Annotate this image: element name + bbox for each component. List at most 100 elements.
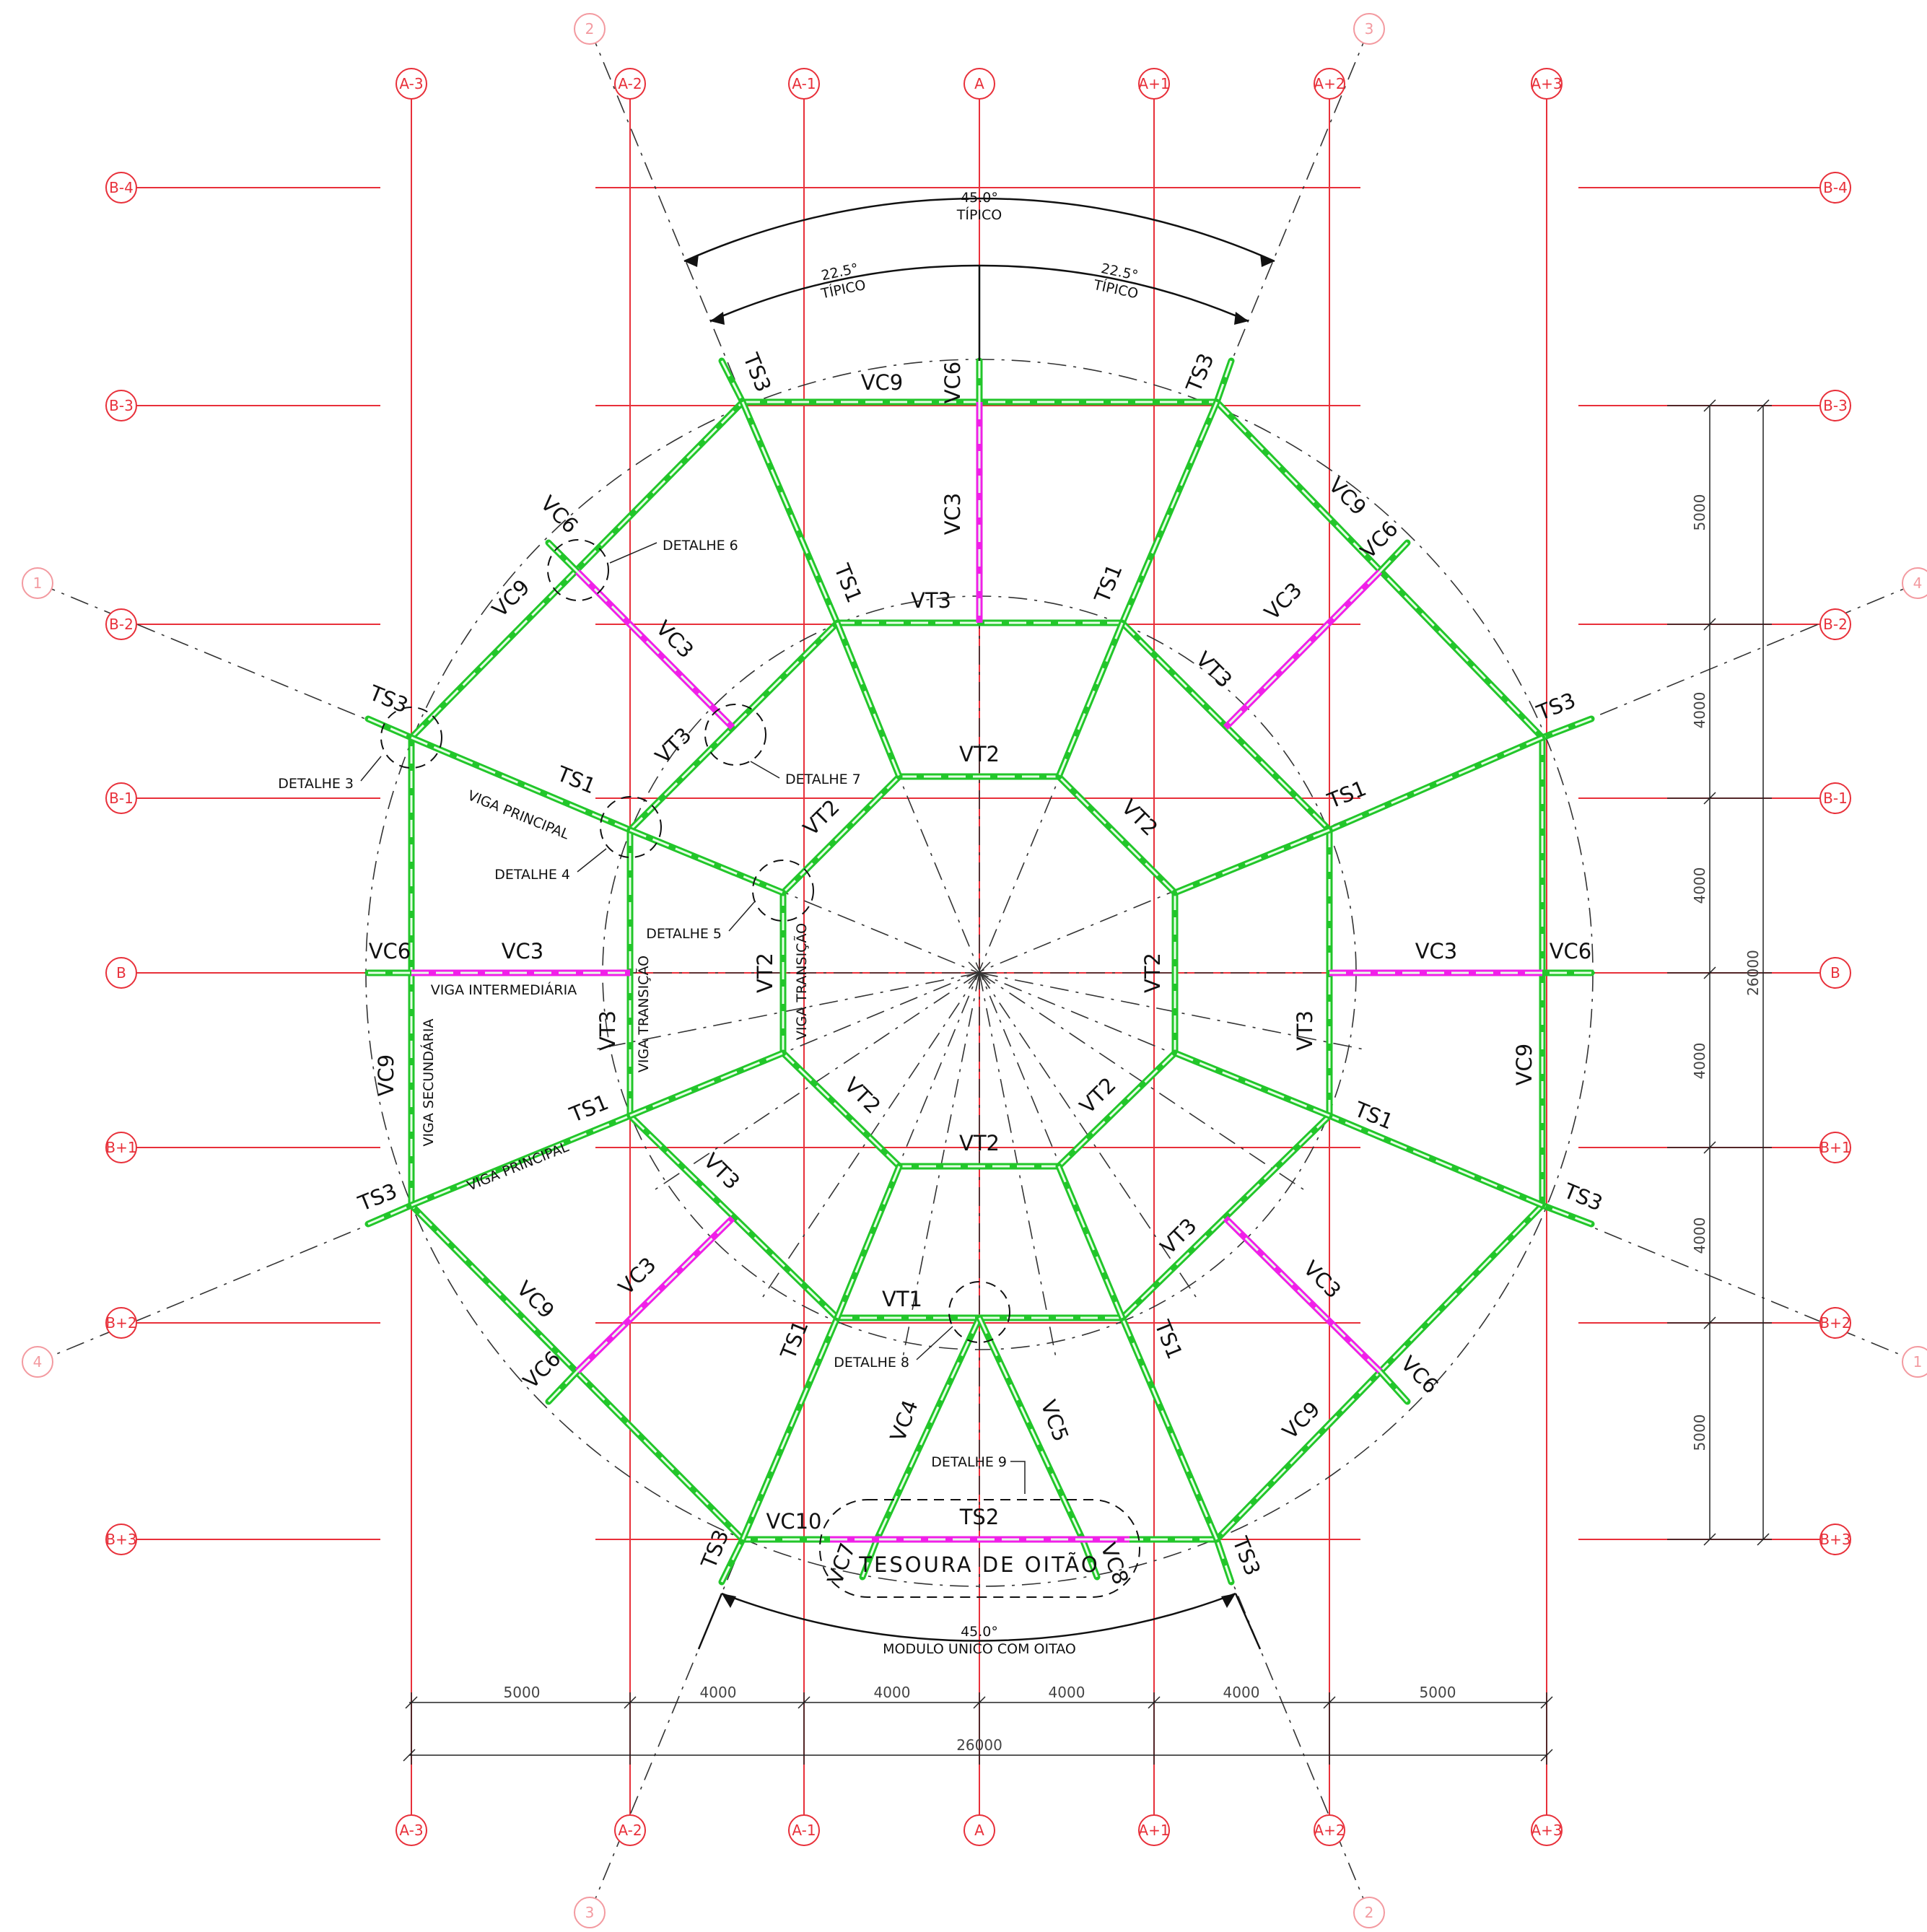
radial-bubble-label: 2 xyxy=(1365,1904,1374,1921)
top-angle-arc-right xyxy=(979,264,1249,323)
grid-bubble-label: A-3 xyxy=(399,75,423,92)
grid-bubble-label: B-3 xyxy=(109,397,134,414)
grid-bubble xyxy=(1819,782,1851,814)
beam-centerline xyxy=(861,1539,878,1578)
beam-centerline xyxy=(720,360,744,403)
beam-label-vt3: VT3 xyxy=(1191,647,1237,693)
dimension-tick xyxy=(1323,1696,1336,1709)
grid-bubble xyxy=(396,1814,427,1846)
detail-7-circle xyxy=(704,704,766,766)
grid-bubble xyxy=(105,1307,137,1339)
grid-bubble-label: B+1 xyxy=(105,1139,136,1156)
radial-bubble xyxy=(22,1346,53,1378)
beam-label-vc9: VC9 xyxy=(374,1054,398,1097)
beam-label-ts1: TS1 xyxy=(553,761,599,798)
beam-centerline xyxy=(576,570,734,729)
radial-line xyxy=(979,972,1362,1050)
grid-bubble-label: B+1 xyxy=(1819,1139,1850,1156)
radial-line xyxy=(655,972,980,1190)
beam-label-vt3: VT3 xyxy=(1155,1213,1202,1259)
arrow-head xyxy=(710,312,725,325)
radial-bubble-label: 3 xyxy=(1365,20,1374,38)
detail-9-outline xyxy=(819,1499,1140,1598)
detail-6-label: DETALHE 6 xyxy=(663,538,738,554)
grid-bubble-label: A+2 xyxy=(1314,75,1345,92)
radial-bubble-label: 1 xyxy=(33,574,43,592)
beam-label-vc10: VC10 xyxy=(766,1509,822,1534)
grid-bubble-label: A xyxy=(974,1822,984,1839)
radial-bubble-label: 4 xyxy=(1913,574,1923,592)
dimension-tick xyxy=(1703,1533,1716,1546)
grid-bubble-label: A-2 xyxy=(618,1822,642,1839)
beam-centerline xyxy=(1057,1166,1124,1319)
beam-centerline xyxy=(1174,829,1330,894)
radial-bubble xyxy=(1353,1897,1385,1928)
grid-bubble-label: A+1 xyxy=(1138,75,1169,92)
detail-callouts: DETALHE 6 DETALHE 7 DETALHE 3 DETALHE 4 … xyxy=(278,538,1140,1598)
beam-centerline xyxy=(629,829,784,894)
grid-bubble-label: A-1 xyxy=(792,1822,816,1839)
beam-centerline xyxy=(782,775,901,894)
grid-bubble xyxy=(1531,1814,1563,1846)
grid-bubble xyxy=(614,1814,646,1846)
grid-bubble-label: A+1 xyxy=(1138,1822,1169,1839)
dimension-tick xyxy=(1703,1141,1716,1154)
dimension-tick xyxy=(403,1749,416,1762)
bottom-angle-value: 45.0° xyxy=(961,1624,998,1640)
top-angle-note: TÍPICO xyxy=(956,206,1002,223)
grid-bubble-label: B-2 xyxy=(1823,616,1848,633)
leader-line xyxy=(1010,1461,1026,1494)
bottom-angle-arc-45 xyxy=(721,1592,1236,1642)
beam-label-vc9: VC9 xyxy=(861,370,904,395)
beam-label-ts1: TS1 xyxy=(829,560,867,606)
beam-centerline xyxy=(1081,1539,1098,1578)
grid-bubble xyxy=(1819,1307,1851,1339)
beam-label-vt2: VT2 xyxy=(959,742,1000,766)
grid-bubble xyxy=(396,68,427,100)
dimension-tick xyxy=(1703,399,1716,412)
beam-centerline xyxy=(547,541,579,573)
radial-bubble-label: 1 xyxy=(1913,1353,1923,1371)
grid-bubble-label: B+3 xyxy=(1819,1531,1850,1548)
beam-label-vc3: VC3 xyxy=(940,493,965,536)
beam-centerline xyxy=(1121,401,1218,624)
beam-centerline xyxy=(875,1317,981,1540)
beam-label-vc7: VC7 xyxy=(823,1539,860,1588)
beam-centerline xyxy=(411,736,631,831)
dimension-tick xyxy=(405,1696,418,1709)
beam-label-vc9: VC9 xyxy=(1512,1044,1537,1086)
beam-centerline xyxy=(1378,541,1409,573)
beam-centerline xyxy=(367,1204,412,1225)
radial-bubble-label: 3 xyxy=(585,1904,595,1921)
beam-centerline xyxy=(836,1166,901,1319)
radial-bubble-label: 4 xyxy=(33,1353,43,1371)
grid-bubble xyxy=(1819,608,1851,640)
grid-bubble-label: B+3 xyxy=(105,1531,136,1548)
detail-5-label: DETALHE 5 xyxy=(646,926,722,942)
dimension-tick xyxy=(973,1696,986,1709)
grid-bubble-label: B-1 xyxy=(1823,790,1848,807)
leader-line xyxy=(360,756,382,782)
radial-line xyxy=(979,972,1304,1190)
grid-bubble xyxy=(105,782,137,814)
detail-3-label: DETALHE 3 xyxy=(278,776,354,792)
beam-label-vc6: VC6 xyxy=(536,491,582,538)
beam-label-vt2: VT2 xyxy=(753,953,777,993)
grid-bubble xyxy=(788,1814,820,1846)
beam-centerline xyxy=(1542,717,1592,739)
beam-label-vt3: VT3 xyxy=(595,1010,620,1051)
beam-label-ts1: TS1 xyxy=(566,1090,612,1127)
beam-label-ts3: TS3 xyxy=(1560,1178,1606,1215)
dimension-tick xyxy=(1757,1533,1770,1546)
beam-label-ts3: TS3 xyxy=(738,349,776,395)
detail-6-circle xyxy=(547,539,609,601)
grid-bubble-label: B+2 xyxy=(105,1314,136,1332)
beam-centerline xyxy=(1215,1539,1233,1583)
beam-label-vc4: VC4 xyxy=(886,1396,923,1445)
grid-bubbles: A-3 A-2 A-1 A A+1 A+2 A+3 A-3 A-2 A-1 A … xyxy=(22,13,1927,1928)
beam-label-vt2: VT2 xyxy=(798,795,844,841)
detail-8-label: DETALHE 8 xyxy=(834,1355,909,1371)
grid-bubble xyxy=(1819,1132,1851,1163)
grid-bubble-label: A xyxy=(974,75,984,92)
leader-line xyxy=(750,761,780,779)
